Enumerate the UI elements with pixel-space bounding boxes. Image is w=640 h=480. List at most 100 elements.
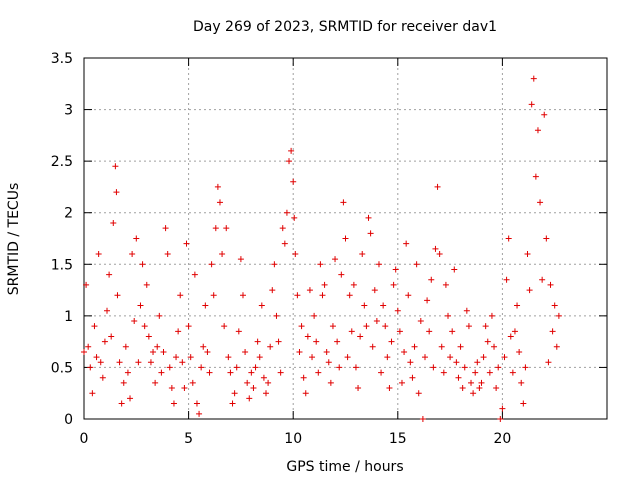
data-point xyxy=(470,390,477,397)
data-point xyxy=(124,369,131,376)
data-point xyxy=(283,209,290,216)
data-point xyxy=(166,364,173,371)
y-tick-label: 1 xyxy=(64,309,73,325)
data-point xyxy=(291,214,298,221)
data-point xyxy=(93,354,100,361)
y-axis-title: SRMTID / TECUs xyxy=(6,183,22,296)
data-point xyxy=(298,323,305,330)
data-point xyxy=(267,343,274,350)
data-point xyxy=(405,292,412,299)
data-point xyxy=(122,343,129,350)
data-point xyxy=(426,328,433,335)
data-point xyxy=(390,281,397,288)
data-point xyxy=(191,271,198,278)
data-point xyxy=(537,199,544,206)
data-point xyxy=(386,385,393,392)
y-tick-label: 2.5 xyxy=(51,154,73,170)
data-point xyxy=(495,364,502,371)
data-point xyxy=(206,369,213,376)
data-point xyxy=(87,364,94,371)
data-point xyxy=(91,323,98,330)
data-point xyxy=(509,369,516,376)
data-point xyxy=(317,261,324,268)
data-point xyxy=(315,369,322,376)
data-point xyxy=(453,359,460,366)
data-point xyxy=(403,240,410,247)
data-point xyxy=(235,328,242,335)
data-point xyxy=(147,359,154,366)
data-point xyxy=(311,312,318,319)
data-point xyxy=(101,338,108,345)
data-point xyxy=(375,261,382,268)
data-point xyxy=(189,379,196,386)
data-point xyxy=(514,302,521,309)
data-point xyxy=(472,369,479,376)
data-point xyxy=(304,333,311,340)
data-point xyxy=(449,328,456,335)
data-point xyxy=(273,312,280,319)
data-point xyxy=(229,400,236,407)
data-point xyxy=(252,364,259,371)
data-point xyxy=(294,292,301,299)
data-point xyxy=(179,359,186,366)
data-point xyxy=(160,348,167,355)
y-tick-label: 3 xyxy=(64,103,73,119)
data-point xyxy=(501,354,508,361)
data-point xyxy=(254,338,261,345)
data-point xyxy=(547,281,554,288)
data-point xyxy=(112,163,119,170)
data-point xyxy=(175,328,182,335)
data-point xyxy=(459,385,466,392)
data-point xyxy=(465,323,472,330)
data-point xyxy=(108,333,115,340)
data-point xyxy=(162,225,169,232)
data-point xyxy=(461,364,468,371)
data-point xyxy=(277,369,284,376)
data-point xyxy=(457,343,464,350)
data-point xyxy=(522,364,529,371)
data-point xyxy=(196,410,203,417)
data-point xyxy=(246,395,253,402)
data-point xyxy=(164,250,171,257)
data-point xyxy=(486,369,493,376)
data-point xyxy=(95,250,102,257)
data-point xyxy=(551,302,558,309)
data-point xyxy=(323,348,330,355)
data-point xyxy=(430,364,437,371)
data-point xyxy=(394,307,401,314)
data-point xyxy=(173,354,180,361)
data-point xyxy=(419,416,426,422)
data-point xyxy=(242,348,249,355)
data-point xyxy=(231,390,238,397)
data-point xyxy=(256,354,263,361)
data-point xyxy=(137,302,144,309)
data-point xyxy=(532,173,539,180)
data-point xyxy=(424,297,431,304)
data-point xyxy=(332,256,339,263)
data-point xyxy=(442,281,449,288)
y-tick-label: 1.5 xyxy=(51,257,73,273)
data-point xyxy=(396,328,403,335)
data-point xyxy=(263,390,270,397)
data-point xyxy=(214,183,221,190)
data-point xyxy=(150,348,157,355)
data-point xyxy=(200,343,207,350)
data-point xyxy=(85,343,92,350)
y-tick-label: 0 xyxy=(64,412,73,428)
data-point xyxy=(300,374,307,381)
data-point xyxy=(156,312,163,319)
data-point xyxy=(219,250,226,257)
x-tick-label: 15 xyxy=(389,431,407,447)
data-point xyxy=(543,235,550,242)
data-point xyxy=(313,338,320,345)
plot-frame xyxy=(83,57,608,420)
data-point xyxy=(526,287,533,294)
data-point xyxy=(434,183,441,190)
data-point xyxy=(553,343,560,350)
data-point xyxy=(319,292,326,299)
data-point xyxy=(380,302,387,309)
data-point xyxy=(120,379,127,386)
data-point xyxy=(363,323,370,330)
data-point xyxy=(488,312,495,319)
data-point xyxy=(185,323,192,330)
